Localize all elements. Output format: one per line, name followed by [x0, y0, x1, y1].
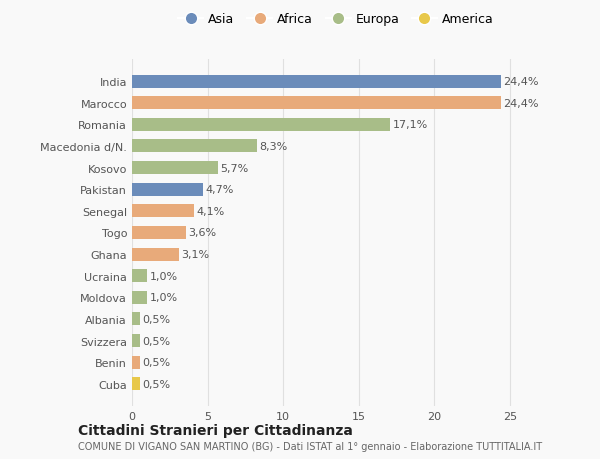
Legend: Asia, Africa, Europa, America: Asia, Africa, Europa, America	[176, 11, 496, 28]
Text: 0,5%: 0,5%	[142, 379, 170, 389]
Bar	[132, 97, 501, 110]
Text: 0,5%: 0,5%	[142, 336, 170, 346]
Bar	[132, 75, 501, 89]
Bar	[132, 334, 140, 347]
Text: 1,0%: 1,0%	[149, 293, 178, 302]
Bar	[132, 140, 257, 153]
Text: 0,5%: 0,5%	[142, 314, 170, 324]
Text: 24,4%: 24,4%	[503, 77, 538, 87]
Text: 4,1%: 4,1%	[196, 207, 224, 216]
Bar	[132, 377, 140, 391]
Bar	[132, 291, 147, 304]
Bar	[132, 183, 203, 196]
Text: 8,3%: 8,3%	[260, 142, 288, 151]
Bar	[132, 162, 218, 175]
Text: COMUNE DI VIGANO SAN MARTINO (BG) - Dati ISTAT al 1° gennaio - Elaborazione TUTT: COMUNE DI VIGANO SAN MARTINO (BG) - Dati…	[78, 441, 542, 451]
Bar	[132, 205, 194, 218]
Bar	[132, 313, 140, 326]
Text: 24,4%: 24,4%	[503, 99, 538, 108]
Bar	[132, 248, 179, 261]
Text: Cittadini Stranieri per Cittadinanza: Cittadini Stranieri per Cittadinanza	[78, 423, 353, 437]
Text: 4,7%: 4,7%	[205, 185, 233, 195]
Bar	[132, 118, 391, 132]
Bar	[132, 269, 147, 283]
Text: 0,5%: 0,5%	[142, 358, 170, 367]
Text: 3,6%: 3,6%	[188, 228, 217, 238]
Text: 5,7%: 5,7%	[220, 163, 248, 173]
Text: 3,1%: 3,1%	[181, 250, 209, 259]
Text: 1,0%: 1,0%	[149, 271, 178, 281]
Bar	[132, 226, 187, 240]
Bar	[132, 356, 140, 369]
Text: 17,1%: 17,1%	[392, 120, 428, 130]
